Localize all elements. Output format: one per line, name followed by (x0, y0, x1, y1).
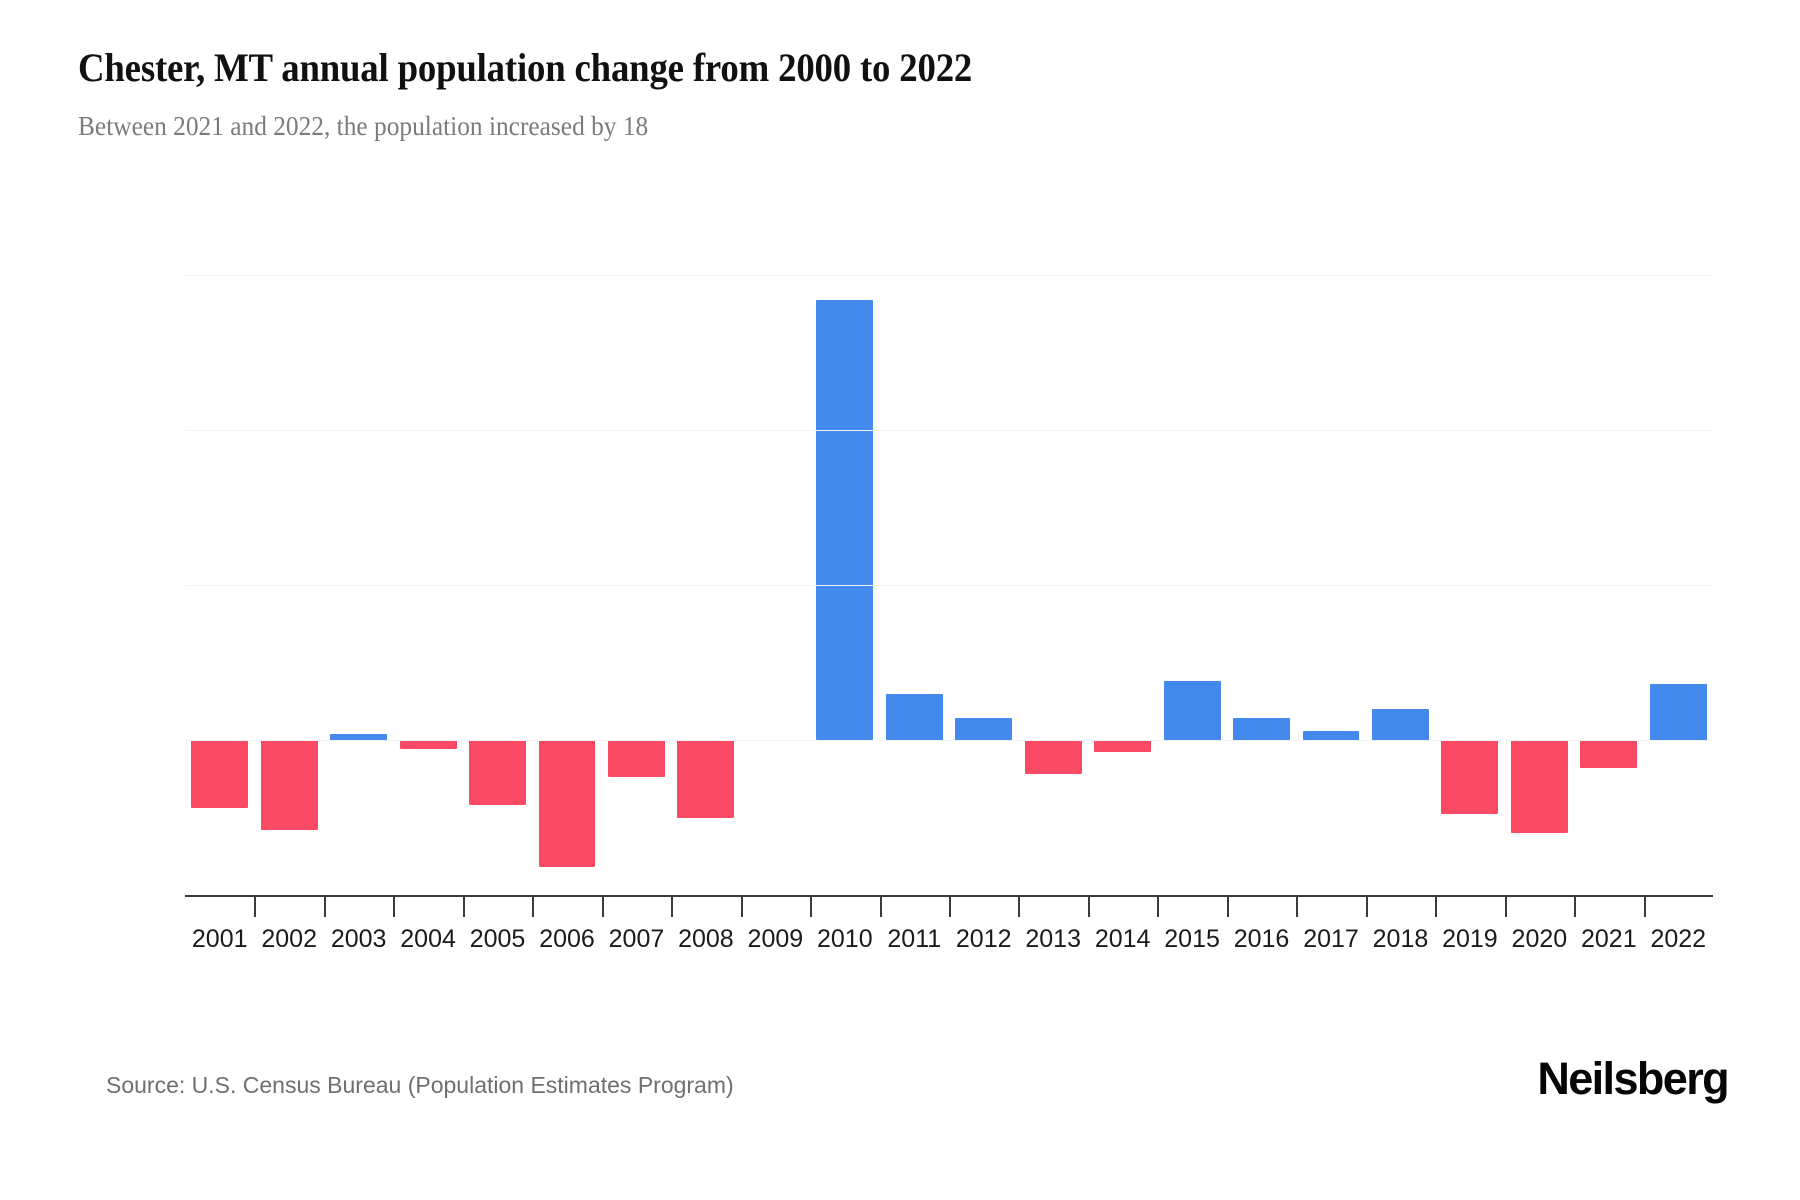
x-axis-tick (1296, 895, 1299, 917)
bar-2012[interactable] (955, 718, 1013, 740)
bar-2015[interactable] (1163, 681, 1221, 740)
x-axis-tick (601, 895, 604, 917)
x-axis-tick (1018, 895, 1021, 917)
bar-series (185, 275, 1713, 895)
gridline (185, 275, 1713, 276)
x-axis-tick (1574, 895, 1577, 917)
x-axis-label-2022: 2022 (1650, 925, 1707, 953)
plot-canvas (185, 275, 1713, 897)
x-axis-label-2004: 2004 (400, 925, 456, 953)
x-axis-label-2021: 2021 (1581, 925, 1637, 953)
x-axis-tick (393, 895, 396, 917)
x-axis-label-2007: 2007 (608, 925, 665, 953)
x-axis-tick (462, 895, 465, 917)
x-axis-label-2018: 2018 (1372, 925, 1429, 953)
bar-2018[interactable] (1371, 709, 1429, 740)
bar-2005[interactable] (469, 740, 526, 806)
x-axis-labels: 2001 2002 2003 2004 2005 2006 2007 2008 2009 2010… (185, 925, 1713, 965)
page-title: Chester, MT annual population change fro… (78, 45, 973, 90)
bar-2010[interactable] (816, 299, 874, 740)
bar-2011[interactable] (885, 693, 943, 740)
x-axis-tick (1157, 895, 1160, 917)
gridline (185, 585, 1713, 586)
gridline (185, 740, 1713, 741)
bar-2017[interactable] (1302, 730, 1360, 740)
bar-2002[interactable] (260, 740, 318, 830)
x-axis-label-2019: 2019 (1442, 925, 1498, 953)
x-axis-tick (532, 895, 535, 917)
x-axis-tick (879, 895, 882, 917)
x-axis-label-2015: 2015 (1164, 925, 1220, 953)
x-axis-label-2006: 2006 (539, 925, 595, 953)
x-axis-label-2016: 2016 (1233, 925, 1290, 953)
x-axis-label-2003: 2003 (330, 925, 387, 953)
bar-2016[interactable] (1233, 718, 1290, 740)
x-axis-label-2013: 2013 (1025, 925, 1081, 953)
x-axis-tick (1504, 895, 1507, 917)
x-axis-label-2005: 2005 (469, 925, 526, 953)
bar-2003[interactable] (330, 733, 388, 740)
x-axis-label-2011: 2011 (887, 925, 942, 953)
bar-2001[interactable] (191, 740, 249, 809)
bar-2020[interactable] (1510, 740, 1568, 833)
bar-2013[interactable] (1024, 740, 1082, 775)
y-axis-labels: 150100500−50 (0, 0, 175, 1200)
bar-2021[interactable] (1580, 740, 1638, 768)
x-axis-tick (1226, 895, 1229, 917)
x-axis-label-2010: 2010 (817, 925, 873, 953)
x-axis-tick (323, 895, 326, 917)
x-axis-label-2017: 2017 (1303, 925, 1359, 953)
x-axis-label-2009: 2009 (747, 925, 804, 953)
chart-subtitle: Between 2021 and 2022, the population in… (78, 111, 649, 142)
bar-2014[interactable] (1094, 740, 1152, 753)
x-axis-tick (740, 895, 743, 917)
x-axis-ticks (185, 895, 1713, 917)
x-axis-label-2002: 2002 (261, 925, 317, 953)
x-axis-tick (254, 895, 257, 917)
x-axis-tick (1087, 895, 1090, 917)
bar-2006[interactable] (538, 740, 596, 868)
x-axis-tick (1435, 895, 1438, 917)
chart-header: Chester, MT annual population change fro… (78, 44, 1728, 143)
x-axis-tick (671, 895, 674, 917)
bar-2007[interactable] (607, 740, 665, 778)
brand-logo: Neilsberg (1537, 1053, 1729, 1104)
bar-2008[interactable] (677, 740, 735, 818)
x-axis-label-2008: 2008 (678, 925, 734, 953)
gridline (185, 430, 1713, 431)
bar-2004[interactable] (399, 740, 457, 750)
source-note: Source: U.S. Census Bureau (Population E… (106, 1072, 734, 1098)
x-axis-label-2001: 2001 (191, 925, 248, 953)
x-axis-tick (1643, 895, 1646, 917)
x-axis-label-2012: 2012 (955, 925, 1012, 953)
x-axis-label-2020: 2020 (1511, 925, 1568, 953)
x-axis-label-2014: 2014 (1094, 925, 1151, 953)
x-axis-tick (1365, 895, 1368, 917)
bar-2022[interactable] (1649, 684, 1707, 740)
x-axis-tick (810, 895, 813, 917)
bar-2019[interactable] (1441, 740, 1499, 815)
x-axis-tick (949, 895, 951, 917)
